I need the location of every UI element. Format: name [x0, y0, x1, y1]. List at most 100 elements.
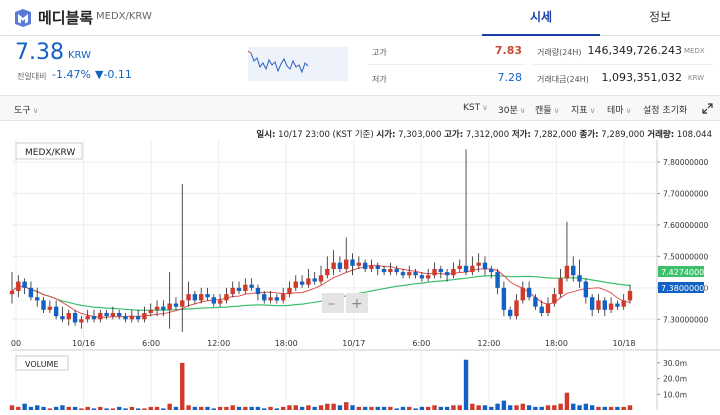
volume-24h-label: 거래량(24H): [537, 48, 582, 57]
zoom-out-button[interactable]: [322, 293, 344, 313]
candle-down: [350, 259, 355, 266]
coin-name: 메디블록: [38, 9, 94, 27]
volume-bar: [356, 406, 362, 410]
timezone-dropdown[interactable]: KST ∨: [463, 103, 488, 113]
change-amount: ▼-0.11: [95, 68, 132, 81]
volume-bar: [507, 405, 513, 410]
candle-up: [230, 287, 235, 295]
volume-bar: [41, 406, 46, 410]
ohlc-high: 7,312,000: [465, 130, 510, 140]
candle-down: [236, 287, 242, 291]
volume-bar: [621, 406, 626, 410]
volume-bar: [72, 406, 78, 410]
expand-icon[interactable]: [702, 103, 713, 114]
value-24h-unit: KRW: [688, 74, 705, 82]
candle-down: [602, 300, 607, 310]
candle-up: [545, 303, 551, 313]
volume-bar: [388, 406, 393, 410]
volume-bar: [280, 406, 286, 410]
last-price-tag-text: 7.38000000: [661, 284, 709, 293]
candle-down: [135, 316, 141, 320]
candle-down: [394, 268, 399, 273]
ohlc-info: 일시: 10/17 23:00 (KST 기준) 시가: 7,303,000 고…: [256, 128, 712, 140]
volume-bar: [148, 406, 153, 410]
volume-bar: [154, 406, 160, 410]
volume-bar: [444, 406, 450, 410]
candle-up: [129, 316, 135, 320]
chart-title-box: [15, 142, 83, 160]
volume-bar: [47, 408, 53, 410]
volume-bar: [577, 405, 582, 410]
reset-settings-button[interactable]: 설정 초기화: [643, 106, 688, 116]
volume-bars: [9, 359, 633, 410]
volume-bar: [268, 406, 273, 410]
volume-24h-value: 146,349,726.243: [587, 44, 682, 57]
candle-down: [35, 297, 40, 301]
candle-up: [432, 268, 437, 276]
chevron-down-icon: ∨: [625, 106, 632, 115]
indicator-dropdown[interactable]: 지표 ∨: [571, 103, 595, 116]
ohlc-open-label: 시가:: [376, 130, 396, 140]
chart-type-dropdown[interactable]: 캔들 ∨: [535, 103, 559, 116]
candle-up: [280, 294, 286, 301]
volume-bar: [255, 406, 261, 410]
volume-bar: [161, 408, 166, 410]
ohlc-datetime: 10/17 23:00 (KST 기준): [278, 130, 374, 140]
volume-bar: [463, 359, 469, 410]
volume-bar: [16, 406, 21, 410]
volume-bar: [91, 408, 97, 410]
volume-bar: [249, 406, 254, 410]
volume-bar: [533, 406, 538, 410]
candle-down: [375, 265, 380, 269]
tab-price[interactable]: 시세: [482, 0, 600, 36]
ohlc-datetime-label: 일시:: [256, 130, 276, 140]
volume-bar: [306, 405, 311, 410]
candle-up: [388, 268, 393, 273]
medibloc-logo-icon: [15, 9, 31, 27]
candle-up: [306, 278, 311, 285]
chevron-down-icon: ∨: [32, 106, 39, 115]
x-tick-label: 18:00: [545, 339, 568, 348]
volume-bar: [394, 408, 399, 410]
interval-dropdown[interactable]: 30분 ∨: [498, 103, 526, 116]
candle-up: [167, 303, 172, 310]
candle-up: [451, 268, 456, 276]
indicator-label: 지표: [571, 106, 588, 116]
x-tick-label: 10/18: [612, 339, 635, 348]
x-tick-label: 18:00: [275, 339, 298, 348]
volume-bar: [514, 405, 519, 410]
volume-bar: [482, 405, 488, 410]
candle-down: [60, 316, 65, 320]
candles: [9, 149, 633, 332]
ma-long-line: [11, 275, 631, 311]
volume-bar: [381, 406, 387, 410]
candle-down: [91, 316, 97, 320]
tab-info[interactable]: 정보: [648, 10, 672, 24]
candle-down: [419, 275, 425, 279]
volume-bar: [60, 405, 65, 410]
ohlc-high-label: 고가:: [444, 130, 464, 140]
candle-up: [596, 300, 601, 310]
interval-label: 30분: [498, 106, 518, 116]
candle-down: [463, 265, 469, 273]
theme-dropdown[interactable]: 테마 ∨: [607, 103, 631, 116]
price-chart[interactable]: 7.80000000 7.70000000 7.60000000 7.50000000…: [0, 140, 720, 410]
x-tick-label: 12:00: [207, 339, 230, 348]
volume-bar: [362, 406, 368, 410]
volume-bar: [451, 405, 456, 410]
candle-down: [22, 281, 27, 288]
zoom-in-button[interactable]: [346, 293, 368, 313]
candle-up: [217, 300, 223, 304]
candle-up: [268, 297, 273, 301]
tools-dropdown[interactable]: 도구 ∨: [14, 103, 38, 116]
candle-down: [539, 306, 544, 313]
candle-down: [589, 297, 595, 310]
candle-up: [224, 294, 229, 301]
ohlc-open: 7,303,000: [398, 130, 442, 140]
candle-down: [274, 297, 280, 301]
chevron-down-icon: ∨: [553, 106, 560, 115]
value-24h-label: 거래대금(24H): [537, 75, 589, 84]
volume-bar: [545, 405, 551, 410]
candle-up: [9, 290, 15, 295]
candle-down: [533, 297, 538, 307]
